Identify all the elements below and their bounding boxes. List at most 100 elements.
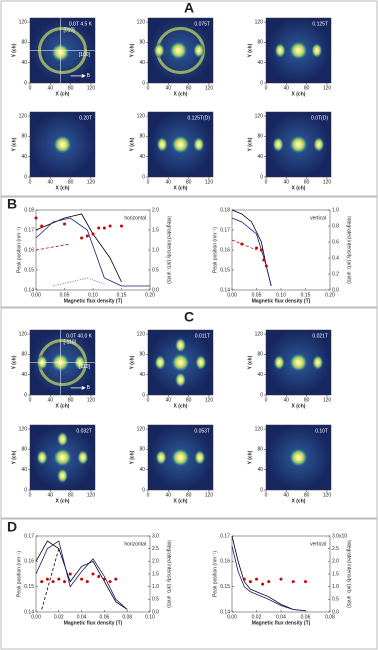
x-tick-label: 0 [265,179,268,185]
heatmap-frame [265,111,332,178]
y-tick-label: 0.16 [24,559,34,565]
x-tick-label: 80 [186,397,192,403]
y2-tick-label: 1.5 [152,227,159,233]
y-tick-label: 120 [137,331,146,337]
data-point [279,577,283,581]
x-tick-label: 40 [48,397,54,403]
x-axis-label: X (ch) [56,498,70,504]
data-point [255,577,258,581]
y-tick-label: 40 [139,154,145,160]
y2-tick-label: 0.5 [152,267,159,273]
image-label: 0.0T(D) [311,115,328,121]
x-tick-label: 0.20 [325,292,335,298]
y-tick-label: 80 [257,352,263,358]
y-tick-label: 80 [21,134,27,140]
y-tick-label: 120 [255,331,264,337]
y2-tick-label: 0.0 [152,287,159,293]
y-tick-label: 0.16 [220,559,230,565]
y2-tick-label: 1.0 [332,584,339,590]
y2-tick-label: 0.0 [332,287,339,293]
x-tick-label: 120 [323,492,332,498]
y-axis-label: Peak position (nm⁻¹) [16,227,22,273]
x-axis-label: X (ch) [174,498,188,504]
arrow-head [81,73,86,78]
peak [288,447,309,468]
data-line [53,277,105,287]
data-point [57,577,61,581]
y-tick-label: 120 [19,331,28,337]
y2-axis-label: Integrated intensity (arb. units) [166,216,172,284]
data-point [267,580,271,584]
y2-tick-label: 2.0 [152,559,159,565]
x-tick-label: 0.15 [117,292,127,298]
x-tick-label: 120 [205,492,214,498]
y-tick-label: 40 [257,154,263,160]
peak [194,354,207,371]
y-tick-label: 120 [19,426,28,432]
y-tick-label: 80 [257,447,263,453]
panel-frame [0,196,378,308]
x-tick-label: 0 [147,179,150,185]
y-tick-label: 80 [21,447,27,453]
y2-tick-label: 1.0 [152,584,159,590]
x-axis-label: X (ch) [292,498,306,504]
y-tick-label: 0 [260,392,263,398]
panel-label: B [7,196,17,212]
y-tick-label: 80 [139,40,145,46]
data-line [35,243,71,251]
x-tick-label: 120 [87,179,96,185]
peak [154,354,167,371]
heatmap-image [30,425,95,490]
y-tick-label: 40 [21,60,27,66]
x-tick-label: 0.00 [227,292,237,298]
annotation: vertical [310,215,326,221]
arrow-head [81,385,86,390]
y2-tick-label: 0.5 [332,597,339,603]
heatmap-image [148,18,213,83]
x-tick-label: 0.00 [227,614,237,620]
data-point [102,226,106,230]
data-point [85,580,89,584]
peak [52,134,73,155]
y-axis-label: Y (ch) [247,43,253,57]
x-tick-label: 40 [284,397,290,403]
y-tick-label: 0 [142,392,145,398]
x-tick-label: 0.08 [122,614,132,620]
x-tick-label: 0 [29,397,32,403]
data-line [35,540,128,610]
y-tick-label: 0.18 [220,207,230,213]
x-tick-label: 40 [284,179,290,185]
heatmap-image [266,18,331,83]
y-tick-label: 120 [137,113,146,119]
image-label: 0.032T [76,428,92,434]
y-axis-label: Y (ch) [247,137,253,151]
panel-frame [0,0,378,197]
image-label: 0.053T [194,428,210,434]
y-tick-label: 80 [21,40,27,46]
y-axis-label: Y (ch) [129,43,135,57]
y-axis-label: Y (ch) [129,450,135,464]
peak [273,354,286,371]
image-label: 0.075T [194,21,210,27]
x-tick-label: 0.04 [77,614,87,620]
y-axis-label: Y (ch) [11,137,17,151]
heatmap-image [148,425,213,490]
annotation: B [87,385,91,391]
data-point [108,224,112,228]
heatmap-frame [265,329,332,396]
data-point [120,224,123,228]
y-tick-label: 40 [257,372,263,378]
heatmap-frame [29,111,96,178]
y-axis-label: Y (ch) [11,355,17,369]
data-point [248,580,252,584]
x-tick-label: 40 [166,492,172,498]
data-point [108,580,112,584]
data-point [40,224,44,228]
data-point [97,226,101,230]
x-tick-label: 120 [87,492,96,498]
x-axis-label: X (ch) [292,91,306,97]
x-tick-label: 120 [323,397,332,403]
x-tick-label: 0.06 [100,614,110,620]
x-tick-label: 0.08 [325,614,335,620]
